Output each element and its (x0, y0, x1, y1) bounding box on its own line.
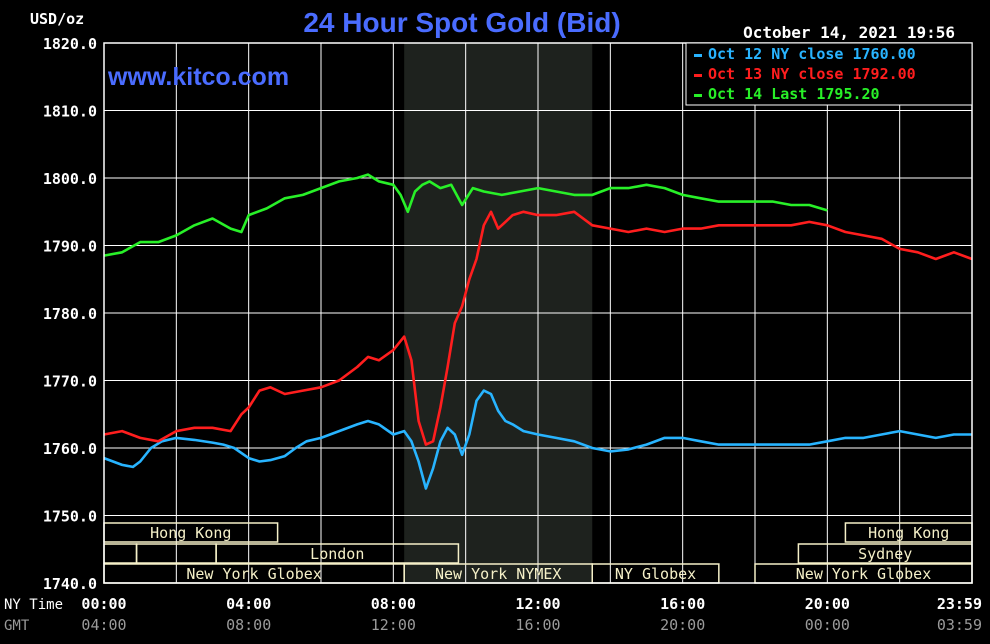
market-session-bar (215, 543, 460, 564)
legend-box (685, 42, 973, 106)
gmt-tick: 16:00 (515, 616, 560, 634)
ny-time-tick: 12:00 (515, 595, 560, 613)
legend-swatch (694, 54, 702, 57)
legend-entry: Oct 12 NY close 1760.00 (708, 45, 916, 63)
y-axis-ticks: 1820.0 1810.0 1800.0 1790.0 1780.0 1770.0 1760… (43, 35, 97, 593)
market-session-label: Hong Kong (868, 524, 949, 542)
legend-swatch (694, 94, 702, 97)
y-tick-label: 1740.0 (43, 575, 97, 593)
ny-time-tick: 23:59 (937, 595, 982, 613)
market-session-label: NY Globex (615, 565, 696, 583)
y-tick-label: 1770.0 (43, 373, 97, 391)
ny-time-tick: 16:00 (660, 595, 705, 613)
x-axis-ticks: 00:00 04:00 08:00 12:00 16:00 20:00 23:59 04:00… (81, 595, 982, 634)
y-tick-label: 1790.0 (43, 238, 97, 256)
plot-frame (103, 42, 973, 584)
gmt-label: GMT (4, 618, 30, 634)
ny-time-tick: 20:00 (805, 595, 850, 613)
ny-time-tick: 08:00 (371, 595, 416, 613)
ny-time-label: NY Time (4, 597, 63, 613)
market-session-label: New York Globex (186, 565, 321, 583)
market-session-label: Hong Kong (150, 524, 231, 542)
gmt-tick: 12:00 (371, 616, 416, 634)
gmt-tick: 08:00 (226, 616, 271, 634)
series-line-oct-12 (103, 389, 972, 490)
market-session-label: New York Globex (796, 565, 931, 583)
market-session-label: New York NYMEX (435, 565, 561, 583)
legend-swatch (694, 74, 702, 77)
ny-time-tick: 00:00 (81, 595, 126, 613)
series-line-oct-13 (103, 210, 973, 446)
series-line-oct-14 (103, 173, 828, 257)
market-session-label: Sydney (858, 545, 912, 563)
gmt-tick: 00:00 (805, 616, 850, 634)
gmt-tick: 04:00 (81, 616, 126, 634)
timestamp: October 14, 2021 19:56 (743, 23, 955, 42)
gmt-tick: 03:59 (937, 616, 982, 634)
chart-title: 24 Hour Spot Gold (Bid) (303, 7, 620, 38)
legend: Oct 12 NY close 1760.00 Oct 13 NY close 1… (685, 42, 973, 106)
price-series (103, 173, 973, 490)
y-tick-label: 1820.0 (43, 35, 97, 53)
legend-entry: Oct 14 Last 1795.20 (708, 85, 880, 103)
y-tick-label: 1810.0 (43, 103, 97, 121)
y-tick-label: 1750.0 (43, 508, 97, 526)
y-tick-label: 1760.0 (43, 440, 97, 458)
y-tick-label: 1780.0 (43, 305, 97, 323)
gmt-tick: 20:00 (660, 616, 705, 634)
ny-time-tick: 04:00 (226, 595, 271, 613)
legend-entry: Oct 13 NY close 1792.00 (708, 65, 916, 83)
grid-lines (103, 42, 973, 584)
market-session-label: London (310, 545, 364, 563)
unit-label: USD/oz (30, 10, 84, 28)
watermark: www.kitco.com (107, 63, 289, 91)
y-tick-label: 1800.0 (43, 170, 97, 188)
